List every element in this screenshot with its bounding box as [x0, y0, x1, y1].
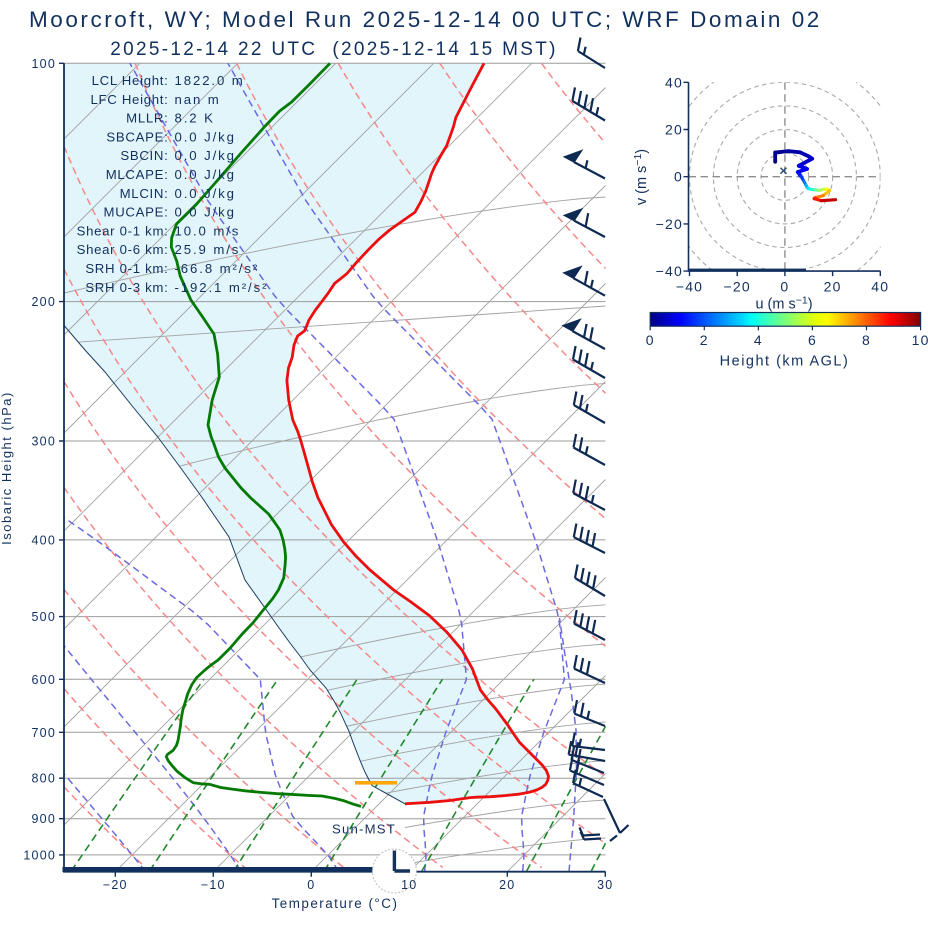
svg-text:500: 500	[32, 610, 56, 624]
svg-text:MUCAPE:: MUCAPE:	[104, 205, 169, 220]
svg-text:40: 40	[871, 279, 889, 295]
svg-text:400: 400	[32, 533, 56, 547]
svg-text:900: 900	[32, 812, 56, 826]
svg-text:10.0 m/s: 10.0 m/s	[175, 223, 241, 238]
svg-text:MLCAPE:: MLCAPE:	[106, 167, 169, 182]
svg-text:8.2 K: 8.2 K	[175, 111, 215, 126]
svg-text:10: 10	[401, 878, 417, 892]
svg-text:25.9 m/s: 25.9 m/s	[175, 242, 241, 257]
svg-text:10: 10	[912, 332, 928, 348]
svg-text:Isobaric Height (hPa): Isobaric Height (hPa)	[0, 391, 14, 545]
svg-text:0: 0	[646, 332, 655, 348]
svg-text:0: 0	[780, 279, 789, 295]
svg-text:8: 8	[862, 332, 871, 348]
svg-text:Sun-MST: Sun-MST	[332, 822, 396, 837]
svg-text:-66.8 m²/s²: -66.8 m²/s²	[175, 261, 260, 276]
svg-text:SRH 0-3 km:: SRH 0-3 km:	[85, 280, 168, 295]
svg-text:20: 20	[499, 878, 515, 892]
svg-text:0.0 J/kg: 0.0 J/kg	[175, 167, 236, 182]
svg-text:2025-12-14 22 UTC (2025-12-14: 2025-12-14 22 UTC (2025-12-14 15 MST)	[110, 39, 558, 60]
svg-text:SBCAPE:: SBCAPE:	[106, 129, 168, 144]
svg-text:−10: −10	[201, 878, 226, 892]
svg-text:LFC Height:: LFC Height:	[90, 92, 168, 107]
svg-text:MLLR:: MLLR:	[126, 111, 168, 126]
svg-text:4: 4	[754, 332, 763, 348]
svg-text:0.0 J/kg: 0.0 J/kg	[175, 205, 236, 220]
svg-text:700: 700	[32, 726, 56, 740]
svg-text:−20: −20	[103, 878, 128, 892]
svg-text:LCL Height:: LCL Height:	[92, 73, 169, 88]
svg-text:Height (km AGL): Height (km AGL)	[720, 354, 850, 370]
svg-text:Shear 0-6 km:: Shear 0-6 km:	[77, 242, 169, 257]
svg-text:0: 0	[307, 878, 315, 892]
svg-text:−40: −40	[676, 279, 703, 295]
svg-text:−20: −20	[724, 279, 751, 295]
svg-text:−40: −40	[656, 263, 683, 279]
svg-text:Moorcroft, WY; Model Run 2025-: Moorcroft, WY; Model Run 2025-12-14 00 U…	[29, 7, 822, 32]
svg-text:0.0 J/kg: 0.0 J/kg	[175, 129, 236, 144]
svg-text:−20: −20	[656, 216, 683, 232]
svg-text:0: 0	[674, 169, 683, 185]
svg-text:-192.1 m²/s²: -192.1 m²/s²	[175, 280, 269, 295]
svg-text:20: 20	[665, 122, 683, 138]
svg-text:1000: 1000	[23, 848, 56, 862]
svg-text:100: 100	[32, 57, 56, 71]
svg-text:6: 6	[808, 332, 817, 348]
svg-text:Shear 0-1 km:: Shear 0-1 km:	[77, 223, 169, 238]
svg-text:MLCIN:: MLCIN:	[120, 186, 169, 201]
svg-text:nan m: nan m	[175, 92, 221, 107]
svg-text:30: 30	[597, 878, 613, 892]
svg-text:1822.0 m: 1822.0 m	[175, 73, 245, 88]
svg-text:Temperature (°C): Temperature (°C)	[272, 896, 399, 911]
svg-text:600: 600	[32, 673, 56, 687]
svg-text:SRH 0-1 km:: SRH 0-1 km:	[85, 261, 168, 276]
svg-text:800: 800	[32, 772, 56, 786]
svg-text:0.0 J/kg: 0.0 J/kg	[175, 148, 236, 163]
svg-text:40: 40	[665, 74, 683, 90]
svg-text:200: 200	[32, 295, 56, 309]
svg-text:2: 2	[700, 332, 709, 348]
svg-text:0.0 J/kg: 0.0 J/kg	[175, 186, 236, 201]
svg-text:300: 300	[32, 434, 56, 448]
svg-text:SBCIN:: SBCIN:	[120, 148, 168, 163]
svg-text:20: 20	[824, 279, 842, 295]
